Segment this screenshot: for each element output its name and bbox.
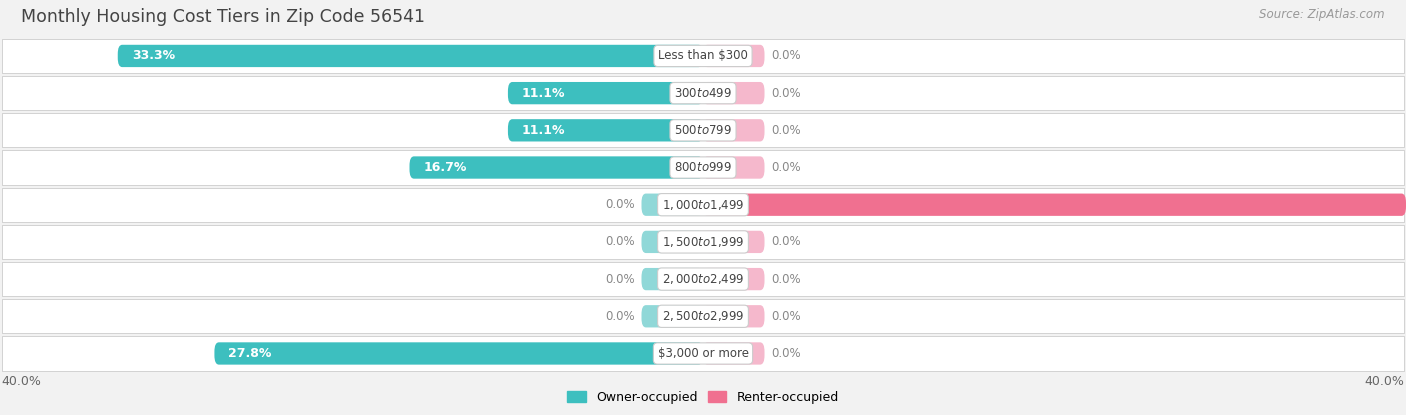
FancyBboxPatch shape: [703, 82, 765, 104]
Text: 0.0%: 0.0%: [605, 198, 634, 211]
Text: $1,000 to $1,499: $1,000 to $1,499: [662, 198, 744, 212]
Legend: Owner-occupied, Renter-occupied: Owner-occupied, Renter-occupied: [562, 386, 844, 409]
Bar: [1, 225, 1405, 259]
Text: Less than $300: Less than $300: [658, 49, 748, 62]
Text: $500 to $799: $500 to $799: [673, 124, 733, 137]
Text: 0.0%: 0.0%: [772, 347, 801, 360]
Text: 0.0%: 0.0%: [605, 273, 634, 286]
FancyBboxPatch shape: [641, 231, 703, 253]
FancyBboxPatch shape: [703, 119, 765, 142]
Text: 0.0%: 0.0%: [772, 161, 801, 174]
Text: 0.0%: 0.0%: [605, 235, 634, 249]
FancyBboxPatch shape: [641, 305, 703, 327]
Text: 40.0%: 40.0%: [1364, 375, 1405, 388]
FancyBboxPatch shape: [703, 156, 765, 179]
Text: 33.3%: 33.3%: [132, 49, 174, 62]
Text: $300 to $499: $300 to $499: [673, 87, 733, 100]
Text: 0.0%: 0.0%: [605, 310, 634, 323]
Bar: [1, 39, 1405, 73]
FancyBboxPatch shape: [703, 231, 765, 253]
Text: $800 to $999: $800 to $999: [673, 161, 733, 174]
Bar: [1, 299, 1405, 333]
Text: $2,500 to $2,999: $2,500 to $2,999: [662, 309, 744, 323]
Bar: [1, 76, 1405, 110]
Text: 0.0%: 0.0%: [772, 87, 801, 100]
Bar: [1, 262, 1405, 296]
Text: 11.1%: 11.1%: [522, 87, 565, 100]
Text: 0.0%: 0.0%: [772, 235, 801, 249]
FancyBboxPatch shape: [641, 193, 703, 216]
Bar: [1, 337, 1405, 371]
Text: 0.0%: 0.0%: [772, 124, 801, 137]
FancyBboxPatch shape: [703, 342, 765, 365]
Text: 11.1%: 11.1%: [522, 124, 565, 137]
Text: 16.7%: 16.7%: [423, 161, 467, 174]
Bar: [1, 113, 1405, 147]
Text: 27.8%: 27.8%: [229, 347, 271, 360]
FancyBboxPatch shape: [703, 193, 1406, 216]
FancyBboxPatch shape: [703, 268, 765, 290]
Text: 0.0%: 0.0%: [772, 49, 801, 62]
FancyBboxPatch shape: [118, 45, 703, 67]
FancyBboxPatch shape: [641, 268, 703, 290]
FancyBboxPatch shape: [703, 45, 765, 67]
Text: $1,500 to $1,999: $1,500 to $1,999: [662, 235, 744, 249]
FancyBboxPatch shape: [508, 119, 703, 142]
FancyBboxPatch shape: [703, 305, 765, 327]
Text: Monthly Housing Cost Tiers in Zip Code 56541: Monthly Housing Cost Tiers in Zip Code 5…: [21, 8, 425, 26]
Text: $3,000 or more: $3,000 or more: [658, 347, 748, 360]
FancyBboxPatch shape: [409, 156, 703, 179]
FancyBboxPatch shape: [508, 82, 703, 104]
Text: 0.0%: 0.0%: [772, 273, 801, 286]
Text: 40.0%: 40.0%: [1, 375, 42, 388]
Text: Source: ZipAtlas.com: Source: ZipAtlas.com: [1260, 8, 1385, 21]
Bar: [1, 188, 1405, 222]
Text: 0.0%: 0.0%: [772, 310, 801, 323]
FancyBboxPatch shape: [215, 342, 703, 365]
Text: $2,000 to $2,499: $2,000 to $2,499: [662, 272, 744, 286]
Bar: [1, 150, 1405, 185]
